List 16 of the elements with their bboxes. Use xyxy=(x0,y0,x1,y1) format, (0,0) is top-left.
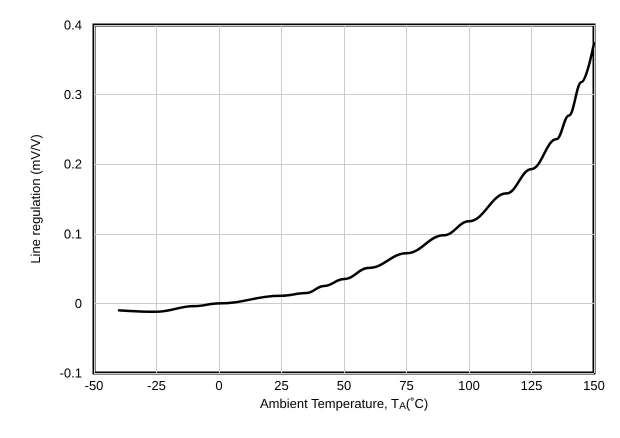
y-tick-label: 0.2 xyxy=(64,156,82,172)
y-tick-label: 0.4 xyxy=(64,18,82,32)
x-tick-label: -50 xyxy=(84,378,104,393)
y-tick-label: 0.1 xyxy=(64,226,82,242)
y-axis-title: Line regulation (mV/V) xyxy=(28,134,43,264)
x-tick-label: 0 xyxy=(215,378,223,393)
x-tick-label: 125 xyxy=(520,378,542,393)
x-tick-label: -25 xyxy=(147,378,166,393)
x-tick-label: 50 xyxy=(336,378,352,393)
x-tick-label: 25 xyxy=(274,378,289,393)
x-tick-label: 100 xyxy=(458,378,480,393)
x-tick-label: 150 xyxy=(583,378,605,393)
x-tick-label: 75 xyxy=(399,378,414,393)
y-tick-label: -0.1 xyxy=(60,366,82,380)
y-tick-label: 0 xyxy=(74,296,82,311)
y-tick-label: 0.3 xyxy=(64,87,82,102)
